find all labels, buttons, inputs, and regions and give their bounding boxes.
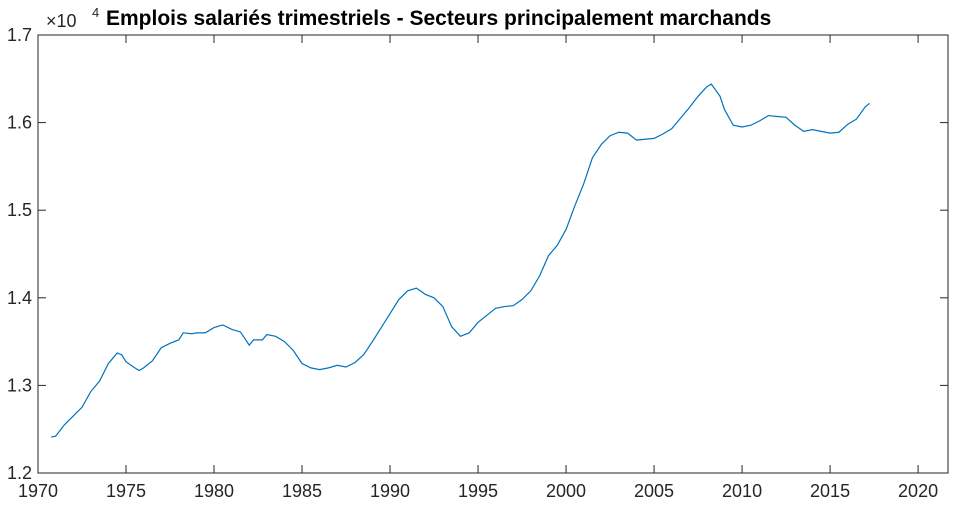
y-multiplier-exponent: 4 bbox=[92, 5, 99, 20]
y-tick-label: 1.6 bbox=[7, 113, 32, 133]
x-tick-label: 2020 bbox=[898, 481, 938, 501]
y-tick-label: 1.4 bbox=[7, 288, 32, 308]
x-tick-label: 1995 bbox=[458, 481, 498, 501]
chart-title: Emplois salariés trimestriels - Secteurs… bbox=[106, 7, 771, 30]
x-tick-label: 2010 bbox=[722, 481, 762, 501]
y-multiplier: ×10 bbox=[46, 11, 77, 31]
y-tick-label: 1.7 bbox=[7, 25, 32, 45]
x-tick-label: 1990 bbox=[370, 481, 410, 501]
x-tick-label: 2005 bbox=[634, 481, 674, 501]
y-tick-label: 1.2 bbox=[7, 463, 32, 483]
x-tick-label: 1980 bbox=[194, 481, 234, 501]
plot-frame bbox=[37, 34, 949, 474]
x-tick-label: 1985 bbox=[282, 481, 322, 501]
x-tick-label: 2000 bbox=[546, 481, 586, 501]
x-tick-label: 1970 bbox=[18, 481, 58, 501]
line-series bbox=[51, 83, 871, 438]
x-tick-label: 1975 bbox=[106, 481, 146, 501]
y-tick-label: 1.5 bbox=[7, 200, 32, 220]
x-tick-label: 2015 bbox=[810, 481, 850, 501]
y-tick-label: 1.3 bbox=[7, 375, 32, 395]
